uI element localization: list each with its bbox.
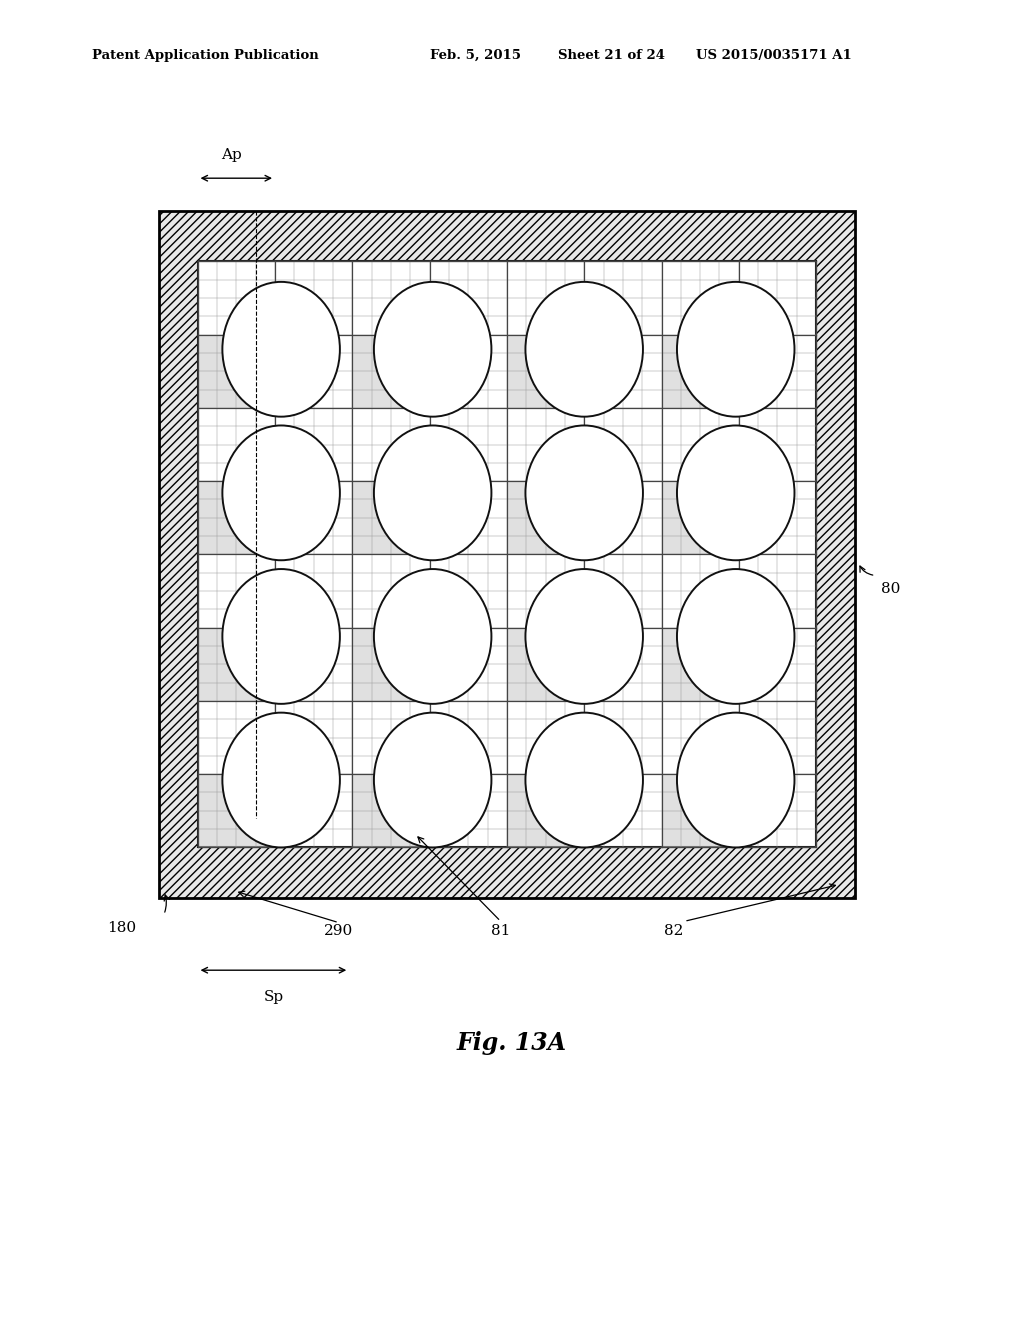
Text: Ap: Ap: [221, 148, 242, 162]
Bar: [662, 482, 739, 554]
Ellipse shape: [222, 425, 340, 560]
Bar: [352, 482, 430, 554]
Bar: [198, 334, 274, 408]
Bar: [662, 334, 739, 408]
Ellipse shape: [374, 569, 492, 704]
Bar: [507, 774, 584, 847]
Text: 290: 290: [325, 924, 353, 939]
Ellipse shape: [374, 425, 492, 560]
Bar: [507, 628, 584, 701]
Ellipse shape: [374, 282, 492, 417]
Text: Sp: Sp: [263, 990, 284, 1005]
Ellipse shape: [525, 282, 643, 417]
Ellipse shape: [222, 282, 340, 417]
Ellipse shape: [222, 713, 340, 847]
Bar: [198, 261, 816, 847]
Text: 180: 180: [108, 921, 136, 936]
Ellipse shape: [677, 713, 795, 847]
Text: Feb. 5, 2015: Feb. 5, 2015: [430, 49, 521, 62]
Ellipse shape: [677, 425, 795, 560]
Text: 80: 80: [881, 582, 900, 595]
Bar: [352, 774, 430, 847]
Ellipse shape: [677, 569, 795, 704]
Bar: [662, 628, 739, 701]
Text: Fig. 13A: Fig. 13A: [457, 1031, 567, 1055]
Bar: [198, 482, 274, 554]
Bar: [662, 774, 739, 847]
Ellipse shape: [525, 425, 643, 560]
Ellipse shape: [525, 569, 643, 704]
Bar: [198, 774, 274, 847]
Ellipse shape: [525, 713, 643, 847]
Bar: [159, 211, 855, 898]
Bar: [507, 334, 584, 408]
Ellipse shape: [677, 282, 795, 417]
Text: Patent Application Publication: Patent Application Publication: [92, 49, 318, 62]
Bar: [352, 334, 430, 408]
Ellipse shape: [222, 569, 340, 704]
Bar: [507, 482, 584, 554]
Bar: [198, 628, 274, 701]
Text: 82: 82: [665, 924, 684, 939]
Ellipse shape: [374, 713, 492, 847]
Bar: [352, 628, 430, 701]
Text: 81: 81: [490, 924, 510, 939]
Text: US 2015/0035171 A1: US 2015/0035171 A1: [696, 49, 852, 62]
Text: Sheet 21 of 24: Sheet 21 of 24: [558, 49, 665, 62]
